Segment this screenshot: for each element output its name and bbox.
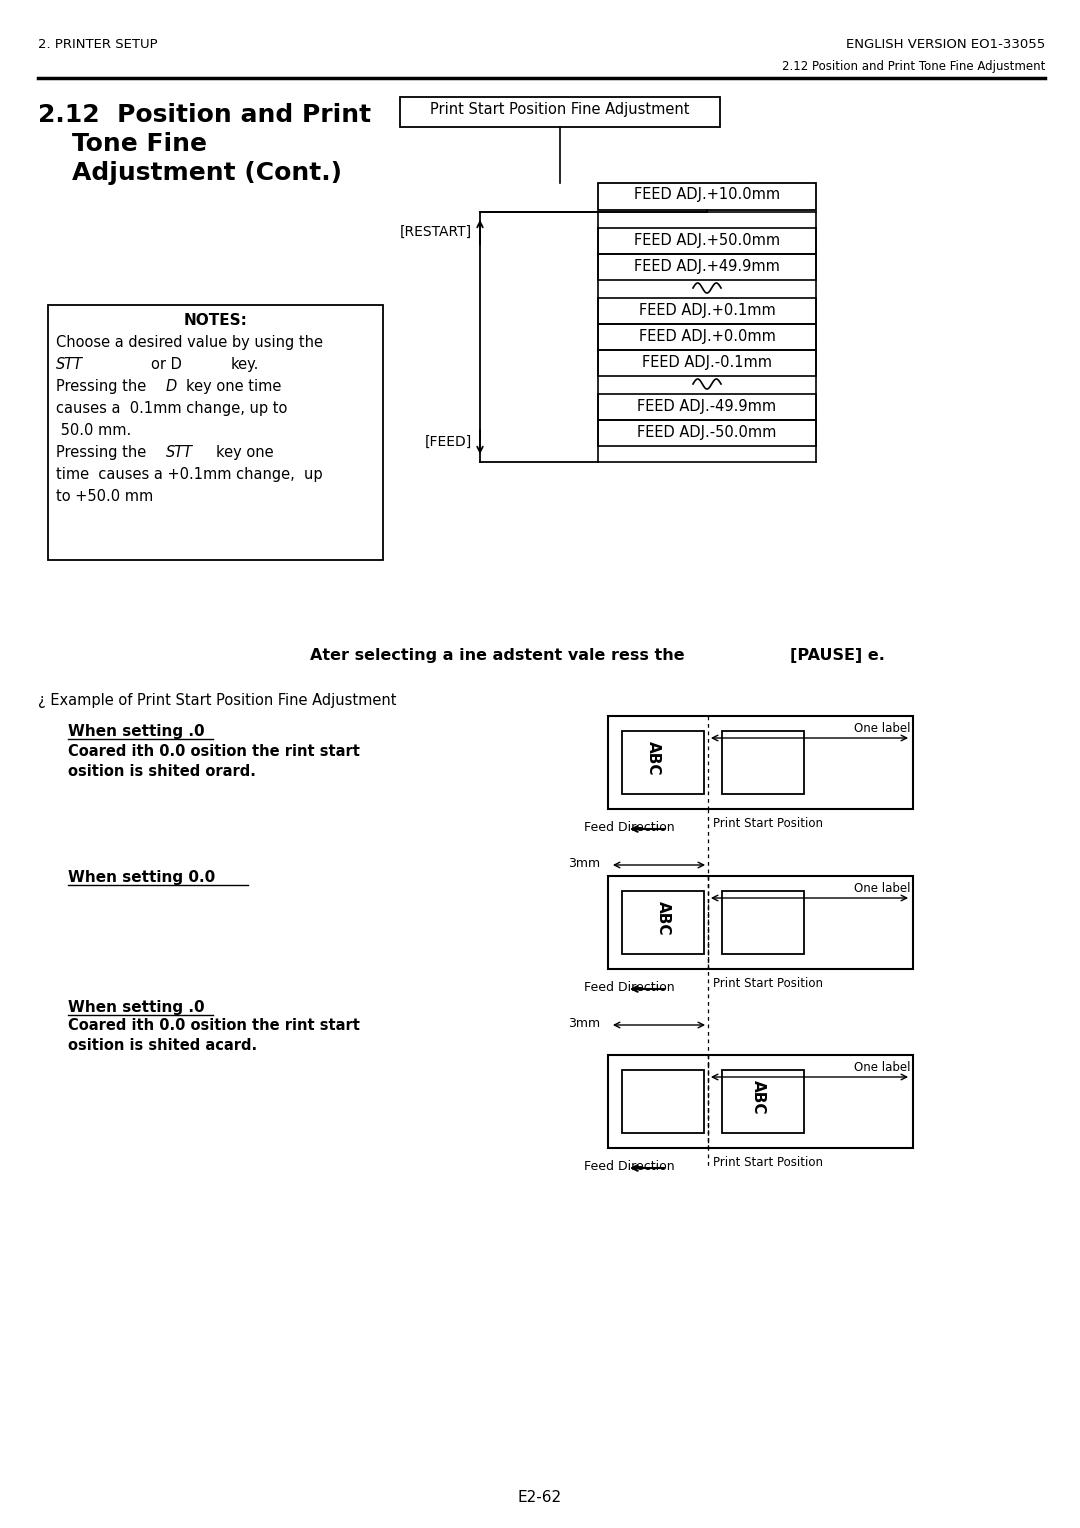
Text: Feed Direction: Feed Direction [584,1160,675,1174]
Text: key.: key. [231,358,259,371]
Text: 3mm: 3mm [568,1018,600,1030]
Text: 50.0 mm.: 50.0 mm. [56,423,132,439]
Text: Pressing the: Pressing the [56,445,146,460]
Text: D: D [166,379,177,394]
Bar [608,717,913,808]
Bar [48,306,383,559]
Bar [622,730,704,795]
Text: FEED ADJ.-49.9mm: FEED ADJ.-49.9mm [637,399,777,414]
Bar [598,228,816,254]
Text: FEED ADJ.+49.9mm: FEED ADJ.+49.9mm [634,260,780,274]
Bar [723,1070,804,1132]
Text: [FEED]: [FEED] [424,435,472,449]
Bar [622,891,704,953]
Text: One label: One label [854,723,912,735]
Text: [RESTART]: [RESTART] [400,225,472,238]
Text: Print Start Position: Print Start Position [713,976,823,990]
Text: NOTES:: NOTES: [184,313,247,329]
Text: Print Start Position: Print Start Position [713,1157,823,1169]
Text: FEED ADJ.+0.1mm: FEED ADJ.+0.1mm [638,303,775,318]
Text: FEED ADJ.-0.1mm: FEED ADJ.-0.1mm [642,354,772,370]
Text: to +50.0 mm: to +50.0 mm [56,489,153,504]
Text: ABC: ABC [656,902,671,935]
Text: FEED ADJ.+50.0mm: FEED ADJ.+50.0mm [634,232,780,248]
Bar [400,96,720,127]
Bar [608,876,913,969]
Bar [608,1054,913,1148]
Text: STT: STT [166,445,193,460]
Bar [598,183,816,209]
Text: 2.12  Position and Print: 2.12 Position and Print [38,102,372,127]
Bar [598,420,816,446]
Text: ABC: ABC [751,1080,766,1115]
Text: Adjustment (Cont.): Adjustment (Cont.) [72,160,342,185]
Text: FEED ADJ.+10.0mm: FEED ADJ.+10.0mm [634,186,780,202]
Bar [598,298,816,324]
Text: E2-62: E2-62 [518,1490,562,1505]
Text: When setting .0: When setting .0 [68,999,204,1015]
Text: Ater selecting a ine adstent vale ress the: Ater selecting a ine adstent vale ress t… [310,648,685,663]
Text: When setting .0: When setting .0 [68,724,204,740]
Text: Print Start Position Fine Adjustment: Print Start Position Fine Adjustment [430,102,690,118]
Bar [598,254,816,280]
Text: One label: One label [854,882,912,895]
Text: Feed Direction: Feed Direction [584,981,675,995]
Bar [598,350,816,376]
Text: or D: or D [151,358,181,371]
Text: Feed Direction: Feed Direction [584,821,675,834]
Text: 2.12 Position and Print Tone Fine Adjustment: 2.12 Position and Print Tone Fine Adjust… [782,60,1045,73]
Text: FEED ADJ.+0.0mm: FEED ADJ.+0.0mm [638,329,775,344]
Text: Pressing the: Pressing the [56,379,146,394]
Text: When setting 0.0: When setting 0.0 [68,869,215,885]
Text: One label: One label [854,1060,912,1074]
Text: STT: STT [56,358,83,371]
Text: ¿ Example of Print Start Position Fine Adjustment: ¿ Example of Print Start Position Fine A… [38,694,396,707]
Bar [598,324,816,350]
Text: Coared ith 0.0 osition the rint start: Coared ith 0.0 osition the rint start [68,744,360,759]
Text: 3mm: 3mm [568,857,600,869]
Text: Tone Fine: Tone Fine [72,131,207,156]
Text: Print Start Position: Print Start Position [713,817,823,830]
Text: causes a  0.1mm change, up to: causes a 0.1mm change, up to [56,400,287,416]
Bar [598,394,816,420]
Text: 2. PRINTER SETUP: 2. PRINTER SETUP [38,38,158,50]
Bar [723,730,804,795]
Text: ENGLISH VERSION EO1-33055: ENGLISH VERSION EO1-33055 [846,38,1045,50]
Bar [622,1070,704,1132]
Text: osition is shited acard.: osition is shited acard. [68,1038,257,1053]
Text: ABC: ABC [646,741,661,776]
Text: FEED ADJ.-50.0mm: FEED ADJ.-50.0mm [637,425,777,440]
Text: osition is shited orard.: osition is shited orard. [68,764,256,779]
Text: Choose a desired value by using the: Choose a desired value by using the [56,335,323,350]
Text: key one time: key one time [186,379,282,394]
Text: time  causes a +0.1mm change,  up: time causes a +0.1mm change, up [56,468,323,481]
Text: [PAUSE] e.: [PAUSE] e. [789,648,885,663]
Text: key one: key one [216,445,273,460]
Text: Coared ith 0.0 osition the rint start: Coared ith 0.0 osition the rint start [68,1018,360,1033]
Bar [723,891,804,953]
